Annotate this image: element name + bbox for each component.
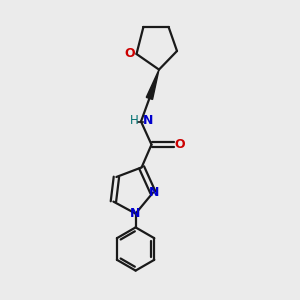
Text: O: O bbox=[124, 47, 135, 60]
Polygon shape bbox=[146, 70, 159, 99]
Text: N: N bbox=[148, 186, 159, 199]
Text: N: N bbox=[142, 114, 153, 128]
Text: H: H bbox=[130, 114, 139, 128]
Text: O: O bbox=[175, 138, 185, 151]
Text: N: N bbox=[130, 207, 140, 220]
